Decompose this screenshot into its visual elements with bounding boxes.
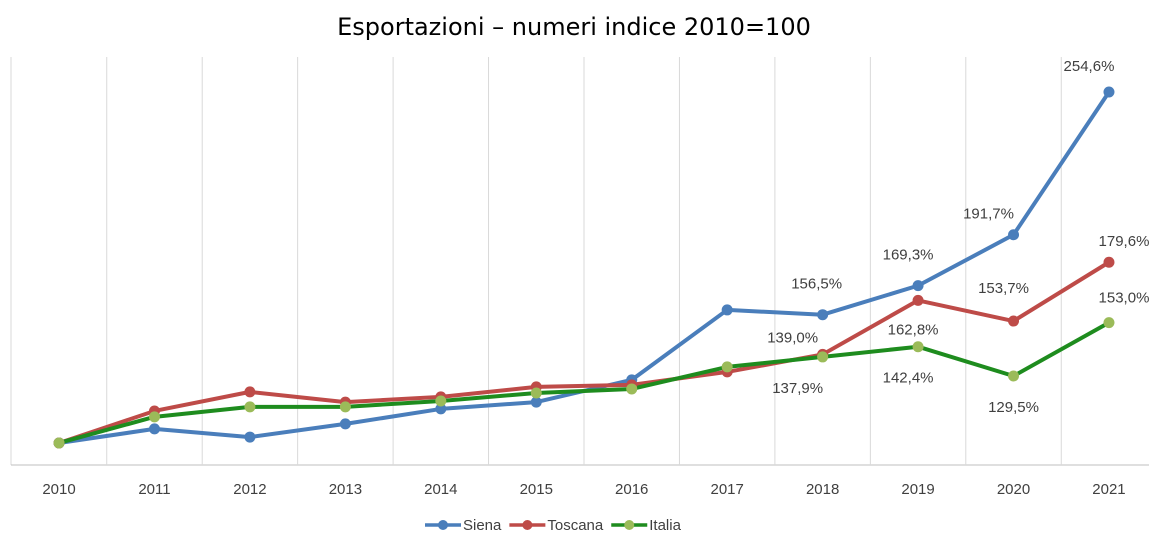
- point-marker: [721, 304, 733, 316]
- data-label: 139,0%: [767, 329, 818, 346]
- legend-marker: [624, 520, 635, 530]
- legend-label: Italia: [649, 517, 681, 534]
- point-marker: [1008, 315, 1020, 327]
- legend-label: Toscana: [547, 517, 604, 534]
- legend-marker: [438, 520, 448, 530]
- x-tick-label: 2015: [520, 481, 553, 498]
- point-marker: [530, 396, 542, 408]
- x-tick-label: 2014: [424, 481, 457, 498]
- data-label: 137,9%: [772, 380, 823, 397]
- x-tick-label: 2011: [138, 481, 170, 498]
- point-marker: [817, 309, 829, 321]
- point-marker: [912, 341, 924, 353]
- legend-marker: [522, 520, 533, 530]
- x-tick-label: 2017: [710, 481, 743, 498]
- point-marker: [435, 395, 447, 407]
- point-marker: [1103, 86, 1115, 98]
- series-line: [58, 260, 1111, 445]
- data-label: 129,5%: [988, 399, 1039, 416]
- data-label: 142,4%: [883, 370, 934, 387]
- x-tick-label: 2021: [1092, 481, 1125, 498]
- point-marker: [912, 280, 924, 292]
- point-marker: [1103, 317, 1115, 329]
- data-label: 162,8%: [888, 321, 939, 338]
- point-marker: [53, 437, 65, 449]
- point-marker: [721, 361, 733, 373]
- point-marker: [339, 401, 351, 413]
- data-label: 191,7%: [963, 206, 1014, 223]
- x-tick-label: 2013: [329, 481, 362, 498]
- point-marker: [148, 423, 160, 435]
- data-label: 169,3%: [883, 247, 934, 264]
- chart-title: Esportazioni – numeri indice 2010=100: [337, 13, 811, 41]
- point-marker: [1008, 229, 1020, 241]
- x-tick-label: 2018: [806, 481, 839, 498]
- point-marker: [626, 383, 638, 395]
- data-label: 153,0%: [1099, 290, 1149, 307]
- x-tick-label: 2019: [901, 481, 934, 498]
- point-marker: [244, 401, 256, 413]
- legend-label: Siena: [463, 517, 502, 534]
- point-marker: [1103, 256, 1115, 268]
- point-marker: [530, 387, 542, 399]
- point-marker: [244, 386, 256, 398]
- series-line: [58, 320, 1110, 445]
- x-tick-label: 2020: [997, 481, 1030, 498]
- data-label: 156,5%: [791, 276, 842, 293]
- point-marker: [435, 403, 447, 415]
- point-marker: [339, 418, 351, 430]
- data-label: 179,6%: [1099, 233, 1149, 250]
- data-label: 254,6%: [1064, 58, 1115, 75]
- x-tick-label: 2010: [42, 481, 75, 498]
- point-marker: [912, 294, 924, 306]
- point-marker: [817, 351, 829, 363]
- point-marker: [244, 431, 256, 443]
- data-label: 153,7%: [978, 280, 1029, 297]
- x-tick-label: 2016: [615, 481, 648, 498]
- point-marker: [148, 411, 160, 423]
- point-marker: [1008, 370, 1020, 382]
- x-tick-label: 2012: [233, 481, 266, 498]
